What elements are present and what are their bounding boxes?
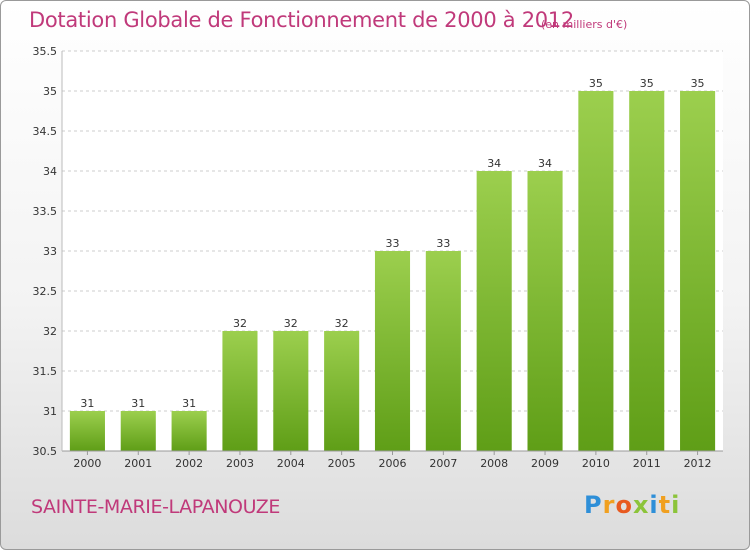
value-label: 33	[436, 237, 450, 250]
value-label: 31	[80, 397, 94, 410]
y-tick-label: 35	[43, 85, 57, 98]
value-label: 32	[284, 317, 298, 330]
x-tick-label: 2009	[531, 457, 559, 470]
bar-2001	[120, 411, 156, 451]
chart-unit-note: (en milliers d'€)	[541, 18, 628, 31]
brand-letter: x	[632, 491, 650, 519]
bar-2002	[171, 411, 207, 451]
bar-2009	[527, 171, 563, 451]
y-tick-label: 34.5	[33, 125, 58, 138]
y-tick-label: 30.5	[33, 445, 58, 458]
bar-2011	[629, 91, 665, 451]
x-tick-label: 2006	[379, 457, 407, 470]
brand-letter: i	[649, 491, 659, 519]
x-tick-label: 2010	[582, 457, 610, 470]
bar-2008	[476, 171, 512, 451]
value-label: 34	[487, 157, 501, 170]
bar-2010	[578, 91, 614, 451]
value-labels: 31 31 31 32 32 32 33 33 34 34 35 35 35	[80, 77, 704, 410]
x-tick-label: 2008	[480, 457, 508, 470]
x-tick-label: 2001	[124, 457, 152, 470]
value-label: 33	[386, 237, 400, 250]
brand-letter: i	[671, 491, 681, 519]
y-tick-label: 31	[43, 405, 57, 418]
y-tick-label: 35.5	[33, 45, 58, 58]
value-label: 34	[538, 157, 552, 170]
y-tick-label: 32.5	[33, 285, 58, 298]
bar-2004	[273, 331, 309, 451]
proxiti-logo: Proxiti	[584, 491, 680, 519]
x-tick-label: 2007	[429, 457, 457, 470]
x-tick-label: 2000	[73, 457, 101, 470]
x-axis-labels: 2000 2001 2002 2003 2004 2005 2006 2007 2008 2009…	[73, 451, 712, 470]
x-tick-label: 2012	[684, 457, 712, 470]
y-axis-labels: 30.5 31 31.5 32 32.5 33 33.5 34 34.5 35 35.5	[33, 45, 58, 458]
y-tick-label: 34	[43, 165, 57, 178]
value-label: 35	[640, 77, 654, 90]
y-tick-label: 33.5	[33, 205, 58, 218]
bar-2003	[222, 331, 258, 451]
bar-2005	[324, 331, 360, 451]
brand-letter: P	[584, 491, 603, 519]
bar-2007	[425, 251, 461, 451]
value-label: 35	[589, 77, 603, 90]
brand-letter: o	[615, 491, 633, 519]
bar-2006	[374, 251, 411, 451]
x-tick-label: 2004	[277, 457, 305, 470]
y-tick-label: 33	[43, 245, 57, 258]
value-label: 35	[691, 77, 705, 90]
value-label: 31	[131, 397, 145, 410]
value-label: 32	[233, 317, 247, 330]
x-tick-label: 2002	[175, 457, 203, 470]
bar-2000	[69, 411, 105, 451]
y-tick-label: 31.5	[33, 365, 58, 378]
chart-title: Dotation Globale de Fonctionnement de 20…	[29, 8, 574, 32]
commune-name: SAINTE-MARIE-LAPANOUZE	[31, 496, 280, 518]
x-tick-label: 2005	[328, 457, 356, 470]
y-tick-label: 32	[43, 325, 57, 338]
brand-letter: t	[658, 491, 672, 519]
brand-letter: r	[602, 491, 616, 519]
x-tick-label: 2011	[633, 457, 661, 470]
value-label: 32	[335, 317, 349, 330]
value-label: 31	[182, 397, 196, 410]
x-tick-label: 2003	[226, 457, 254, 470]
bar-2012	[680, 91, 716, 451]
bars	[69, 91, 716, 451]
